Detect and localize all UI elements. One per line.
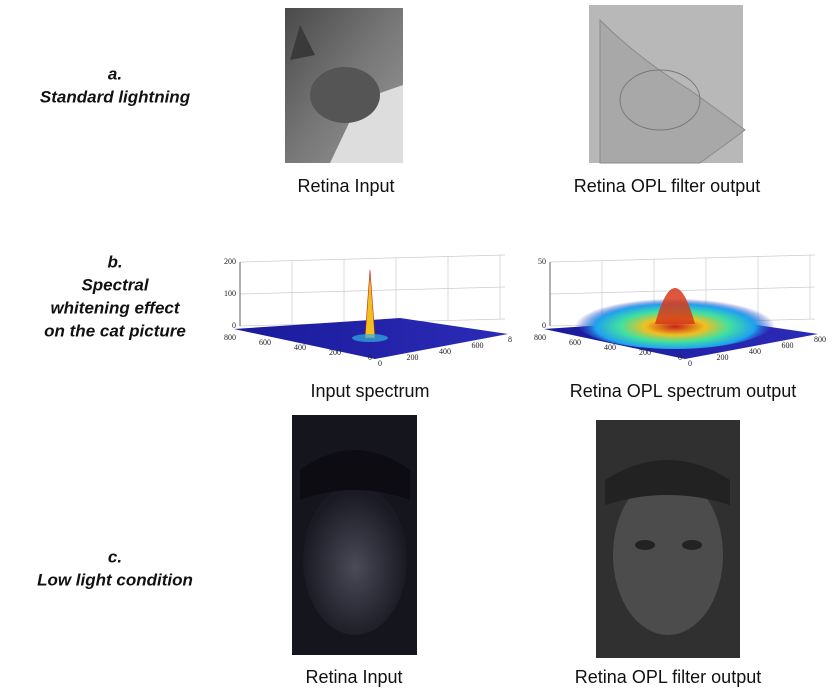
row-title: Low light condition [37,570,193,589]
z-tick-label: 100 [224,289,236,298]
row-letter: c. [108,547,122,566]
face-output-image [596,420,740,658]
z-tick-label: 50 [538,257,546,266]
wall-grid [240,287,505,294]
z-tick-label: 0 [542,321,546,330]
y-tick-label: 400 [294,343,306,352]
caption: Retina Input [305,667,402,687]
y-tick-label: 400 [604,343,616,352]
x-tick-label: 200 [717,353,729,362]
x-tick-label: 200 [407,353,419,362]
row-letter: b. [107,252,122,271]
wall-grid [550,255,815,262]
caption: Retina OPL filter output [574,176,760,196]
row-title: on the cat picture [44,321,186,340]
x-tick-label: 600 [472,341,484,350]
y-tick-label: 800 [534,333,546,342]
z-tick-label: 0 [232,321,236,330]
cat-output-image [589,5,745,163]
x-tick-label: 400 [439,347,451,356]
y-tick-label: 200 [329,348,341,357]
spectrum-base [352,334,388,342]
row-letter: a. [108,64,122,83]
spectrum-peak [365,270,375,338]
figure: 2001000800600400200002004006008 50080060… [0,0,833,690]
x-tick-label: 600 [782,341,794,350]
caption: Retina OPL spectrum output [570,381,796,401]
y-tick-label: 0 [368,353,372,362]
row-title: Standard lightning [40,87,191,106]
row-title: Spectral [81,275,149,294]
caption: Retina Input [297,176,394,196]
y-tick-label: 600 [259,338,271,347]
cat-input-image [285,8,403,163]
x-tick-label: 800 [814,335,826,344]
y-tick-label: 800 [224,333,236,342]
y-tick-label: 200 [639,348,651,357]
page: 2001000800600400200002004006008 50080060… [0,0,833,690]
row-title: whitening effect [50,298,180,317]
x-tick-label: 8 [508,335,512,344]
y-tick-label: 600 [569,338,581,347]
caption: Retina OPL filter output [575,667,761,687]
z-tick-label: 200 [224,257,236,266]
x-tick-label: 400 [749,347,761,356]
wall-grid [240,255,505,262]
y-tick-label: 0 [678,353,682,362]
caption: Input spectrum [310,381,429,401]
x-tick-label: 0 [688,359,692,368]
face-input-image [292,415,417,655]
x-tick-label: 0 [378,359,382,368]
wall-grid [550,287,815,294]
